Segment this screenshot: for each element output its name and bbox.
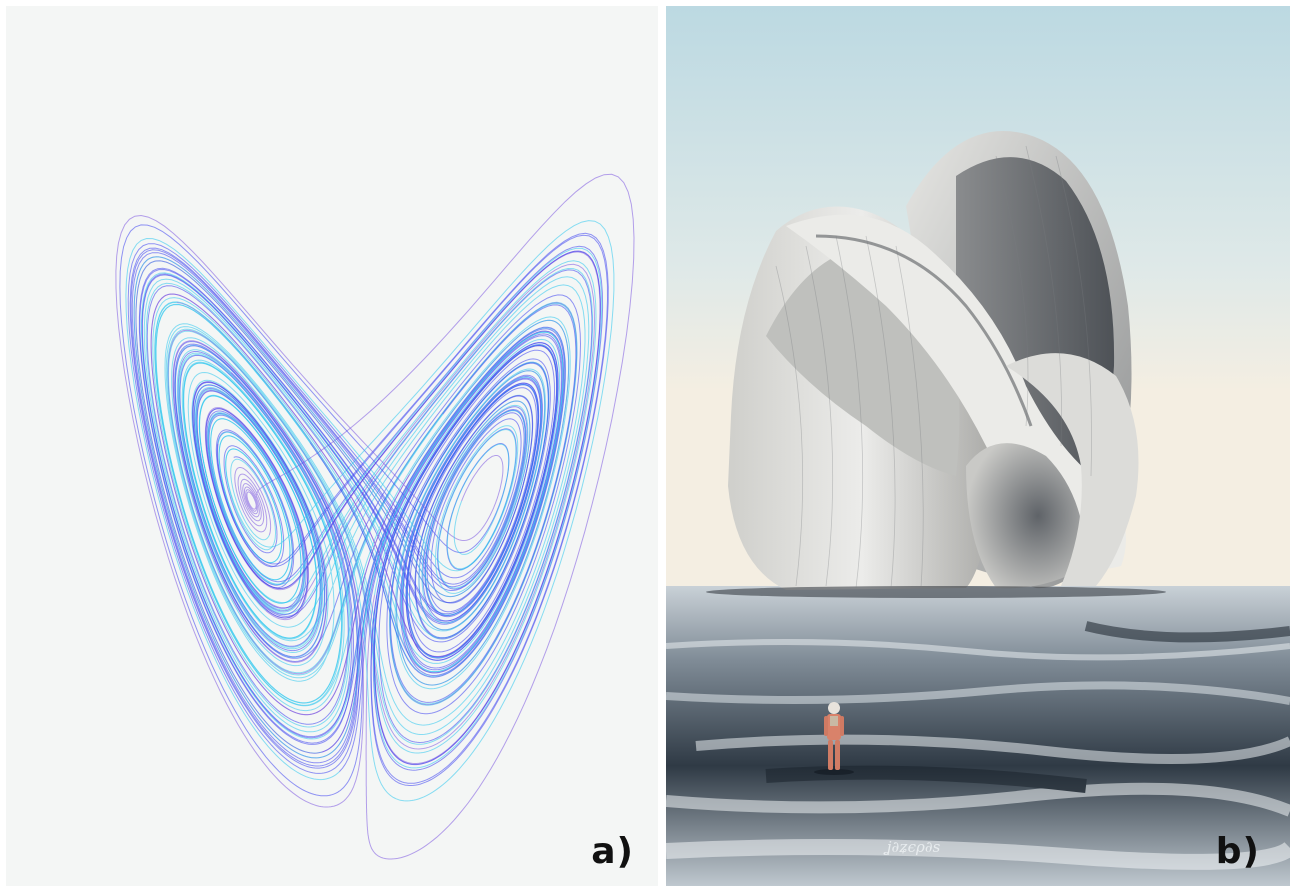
lorenz-attractor-image [115, 173, 635, 860]
sculpture [706, 131, 1166, 598]
attractor-trajectory-segment [139, 234, 609, 784]
attractor-trajectory-segment [138, 250, 601, 765]
astronaut-figure [814, 702, 854, 775]
water-ripples [666, 621, 1290, 870]
attractor-trajectory-segment [129, 247, 593, 769]
attractor-trajectory-segment [234, 173, 635, 860]
sculpture-scene-image [666, 6, 1290, 886]
artist-signature: ʝ∂ʑєρ∂s [886, 838, 941, 856]
panel-a: a) [6, 6, 658, 886]
panel-b-label: b) [1215, 831, 1260, 872]
panel-a-label: a) [591, 831, 634, 872]
panel-b: ʝ∂ʑєρ∂s b) [666, 6, 1290, 886]
attractor-trajectory-segment [143, 278, 571, 733]
attractor-trajectory-segment [125, 237, 570, 781]
attractor-trajectory-segment [155, 220, 615, 802]
attractor-trajectory-segment [152, 276, 590, 735]
